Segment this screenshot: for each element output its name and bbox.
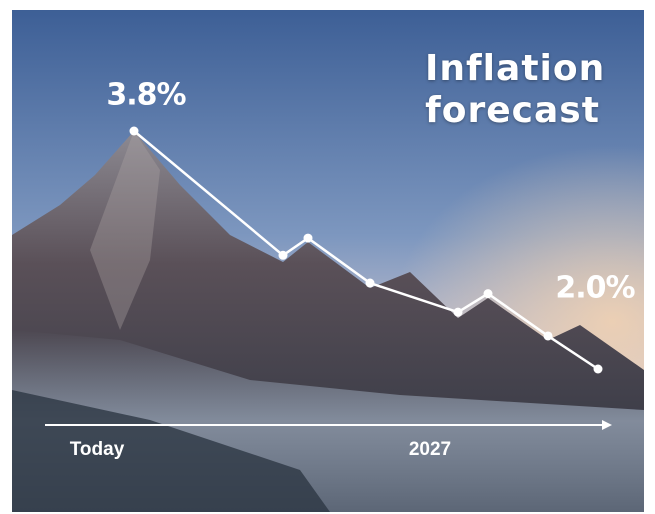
data-point <box>454 308 463 317</box>
data-point <box>594 365 603 374</box>
data-point <box>304 234 313 243</box>
value-label: 3.8% <box>106 78 186 113</box>
data-point <box>366 279 375 288</box>
page: 3.8%2.0%Today2027 Inflation forecast (()… <box>0 0 655 514</box>
data-point <box>484 289 493 298</box>
data-point <box>544 331 553 340</box>
value-label: 2.0% <box>555 271 635 306</box>
x-label: Today <box>70 439 125 460</box>
data-point <box>130 127 139 136</box>
x-label: 2027 <box>409 439 451 460</box>
data-point <box>279 251 288 260</box>
chart-title: Inflation forecast <box>425 48 600 132</box>
